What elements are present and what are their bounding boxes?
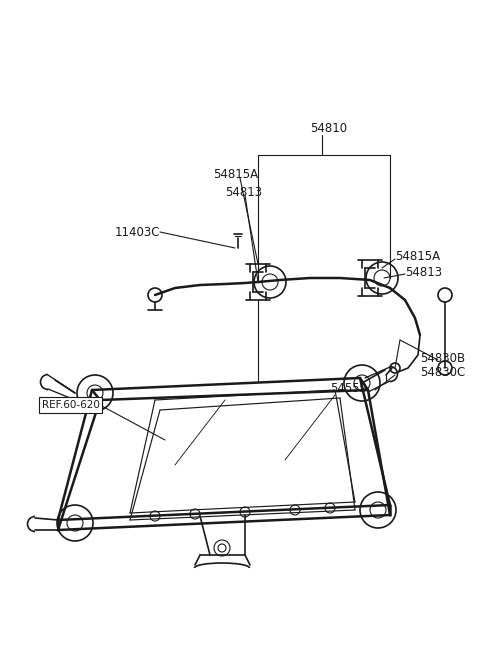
Text: 54813: 54813	[405, 266, 442, 279]
Text: 54813: 54813	[225, 186, 262, 199]
Text: 54815A: 54815A	[213, 169, 258, 182]
Text: REF.60-620: REF.60-620	[42, 400, 100, 410]
Text: 54830C: 54830C	[420, 367, 465, 380]
Text: 11403C: 11403C	[115, 226, 160, 239]
Text: 54815A: 54815A	[395, 249, 440, 262]
Text: 54810: 54810	[310, 121, 347, 134]
Text: 54830B: 54830B	[420, 352, 465, 365]
Text: 54559: 54559	[330, 382, 367, 394]
